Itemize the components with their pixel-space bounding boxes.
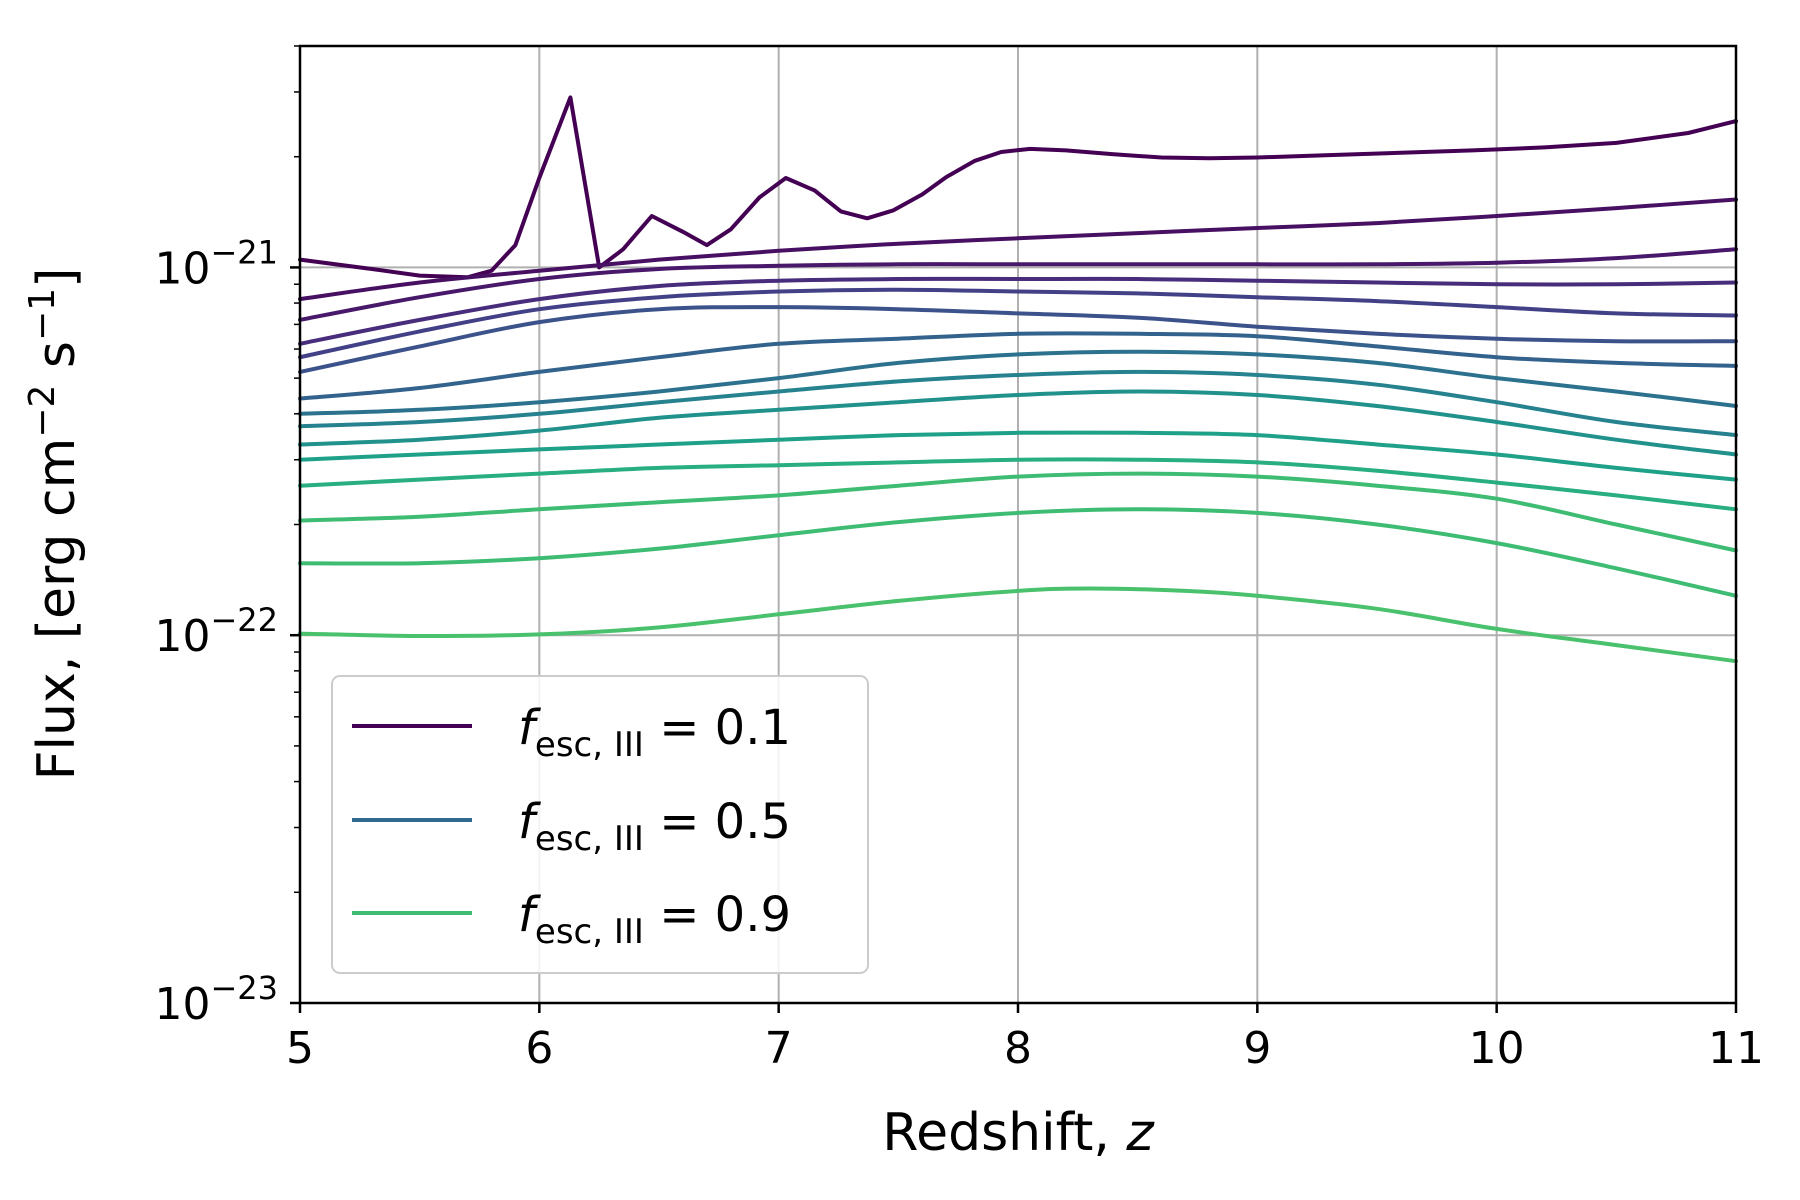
series-line-3 — [298, 247, 1738, 322]
series-line-6 — [298, 305, 1738, 374]
legend: fesc, III = 0.1 fesc, III = 0.5 fesc, II… — [331, 675, 869, 974]
x-tick-label: 7 — [765, 1023, 793, 1074]
x-tick-label: 10 — [1469, 1023, 1525, 1074]
series-line-11 — [298, 430, 1738, 482]
series-line-1 — [298, 95, 1738, 280]
series-line-10 — [298, 389, 1738, 457]
axis-ticks: 5 6 7 8 9 10 11 10−21 10−22 10−23 — [154, 45, 1764, 1074]
legend-box — [331, 675, 869, 974]
y-axis-title-part2: s — [27, 341, 87, 385]
x-tick-label: 5 — [286, 1023, 314, 1074]
series-line-9 — [298, 369, 1738, 438]
series-line-2 — [298, 197, 1738, 302]
y-axis-title-exp1: −2 — [22, 385, 63, 438]
legend-label-1: fesc, III = 0.5 — [518, 794, 791, 859]
x-tick-label: 8 — [1004, 1023, 1032, 1074]
x-axis-title-text: Redshift, — [882, 1103, 1126, 1163]
y-tick-label: 10−21 — [154, 233, 278, 294]
series-line-14 — [298, 507, 1738, 598]
y-axis-title-part1: Flux, [erg cm — [27, 438, 87, 781]
y-tick-label: 10−23 — [154, 969, 278, 1030]
y-axis-title-part3: ] — [27, 268, 87, 288]
series-line-8 — [298, 349, 1738, 416]
x-tick-label: 9 — [1243, 1023, 1271, 1074]
y-tick-label: 10−22 — [154, 601, 278, 662]
series-line-12 — [298, 457, 1738, 512]
y-axis-title-exp2: −1 — [22, 288, 63, 341]
series-line-4 — [298, 276, 1738, 346]
x-axis-title: Redshift, z — [882, 1103, 1155, 1163]
series-line-13 — [298, 471, 1738, 553]
x-tick-label: 11 — [1708, 1023, 1764, 1074]
series-line-7 — [298, 331, 1738, 401]
x-tick-label: 6 — [525, 1023, 553, 1074]
series-line-15 — [298, 586, 1738, 664]
series-group — [298, 95, 1738, 664]
series-line-5 — [298, 287, 1738, 360]
legend-label-2: fesc, III = 0.9 — [518, 887, 791, 952]
y-axis-title: Flux, [erg cm−2 s−1] — [22, 268, 87, 781]
x-axis-title-var: z — [1125, 1103, 1155, 1163]
